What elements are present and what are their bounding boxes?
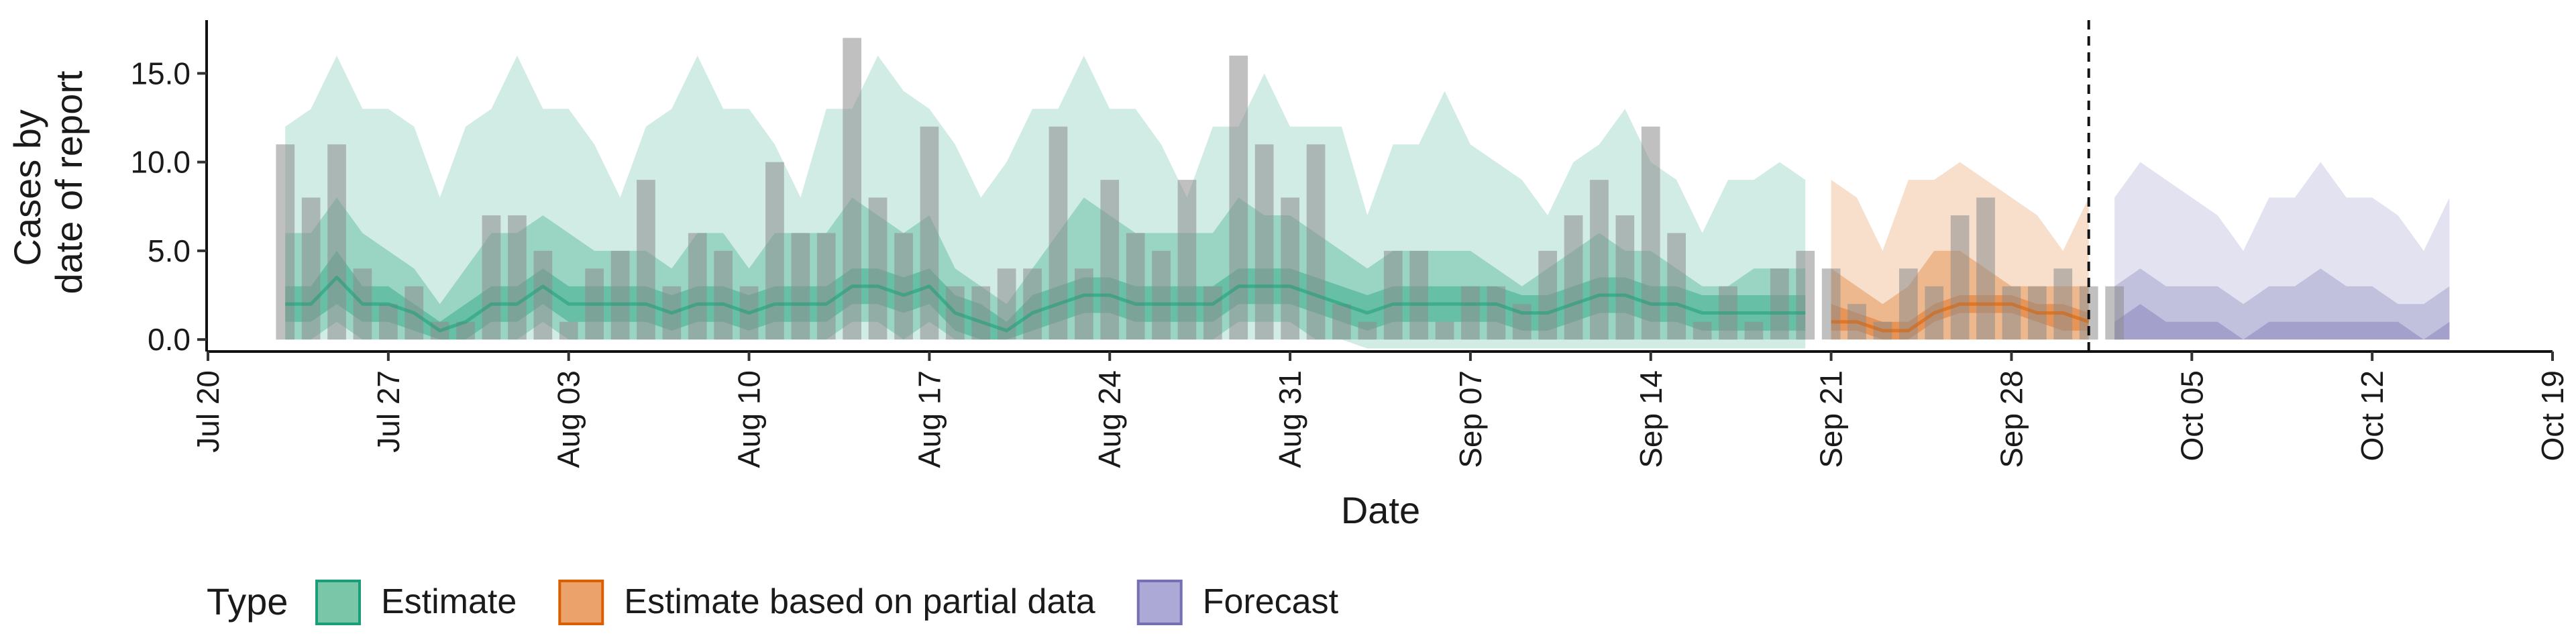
observed-case-bar: [1229, 55, 1248, 340]
legend-label: Estimate based on partial data: [624, 582, 1095, 621]
x-tick-label: Aug 24: [1092, 370, 1127, 468]
x-tick-label: Aug 03: [551, 370, 586, 468]
observed-case-bar: [1590, 180, 1609, 340]
y-tick-label: 10.0: [130, 145, 191, 180]
observed-case-bar: [1538, 250, 1557, 340]
observed-case-bar: [2105, 286, 2124, 340]
x-tick-label: Jul 27: [371, 370, 406, 453]
observed-case-bar: [1383, 250, 1403, 340]
x-tick-label: Oct 05: [2174, 370, 2209, 462]
legend-swatch: [315, 580, 361, 625]
legend-label: Forecast: [1203, 582, 1339, 621]
observed-case-bar: [920, 126, 939, 340]
y-tick-label: 5.0: [148, 233, 191, 268]
observed-case-bar: [1358, 321, 1377, 340]
legend-swatch: [1136, 580, 1183, 625]
observed-case-bar: [533, 250, 553, 340]
estimate-median-line: [285, 276, 1806, 333]
observed-case-bar: [2053, 268, 2073, 340]
median-line-layer: [285, 276, 2090, 333]
observed-case-bar: [1976, 197, 1995, 340]
observed-case-bar: [1152, 250, 1171, 340]
observed-case-bar: [1693, 321, 1712, 340]
estimate-based-on-partial-data-inner-band: [1831, 295, 2089, 340]
observed-case-bar: [1667, 233, 1686, 340]
observed-case-bar: [508, 215, 527, 340]
observed-case-bar: [1487, 286, 1506, 340]
x-tick-label: Sep 21: [1814, 370, 1849, 468]
observed-case-bar: [1332, 304, 1351, 340]
observed-case-bar: [1564, 215, 1583, 340]
observed-case-bar: [1950, 215, 1970, 340]
observed-case-bar: [791, 233, 810, 340]
x-tick-label: Aug 31: [1273, 370, 1307, 468]
observed-case-bar: [1126, 233, 1145, 340]
observed-case-bar: [1770, 268, 1789, 340]
observed-case-bar: [301, 197, 321, 340]
observed-case-bar: [1821, 268, 1841, 340]
observed-case-bar: [1796, 250, 1815, 340]
x-tick-label: Jul 20: [191, 370, 225, 453]
observed-case-bar: [868, 197, 888, 340]
observed-case-bar: [1023, 268, 1042, 340]
observed-case-bar: [1100, 180, 1120, 340]
observed-case-bar: [894, 233, 913, 340]
observed-case-bar: [714, 250, 733, 340]
y-tick-label: 0.0: [148, 322, 191, 357]
x-tick-label: Oct 12: [2355, 370, 2390, 462]
observed-case-bar: [1306, 144, 1326, 340]
forecast-mid-band: [2114, 268, 2450, 340]
estimate-based-on-partial-data-median-line: [1831, 302, 2090, 333]
observed-case-bar: [1641, 126, 1660, 340]
legend-swatch: [558, 580, 604, 625]
x-tick-label: Sep 07: [1453, 370, 1488, 468]
observed-case-bar: [1435, 321, 1454, 340]
legend-label: Estimate: [381, 582, 517, 621]
observed-case-bar: [1461, 286, 1480, 340]
observed-case-bar: [1177, 180, 1197, 340]
observed-case-bar: [637, 180, 655, 340]
x-tick-label: Aug 17: [912, 370, 947, 468]
x-tick-label: Aug 10: [732, 370, 767, 468]
y-axis-title-line-1: Cases by: [6, 109, 48, 266]
observed-case-bar: [1281, 197, 1299, 340]
observed-case-bar: [843, 38, 861, 340]
observed-case-bar: [1254, 144, 1274, 340]
y-axis-title: Cases by date of report: [6, 70, 90, 294]
observed-case-bar: [1615, 215, 1635, 340]
observed-case-bar: [482, 215, 501, 340]
y-axis-title-line-2: date of report: [48, 70, 90, 294]
x-tick-label: Sep 14: [1633, 370, 1668, 468]
observed-case-bar: [559, 321, 578, 340]
observed-case-bar: [327, 144, 346, 340]
x-tick-label: Sep 28: [1994, 370, 2029, 468]
y-tick-label: 15.0: [130, 56, 191, 91]
observed-case-bar: [610, 250, 630, 340]
axes-layer: 0.0 5.0 10.0 15.0 Jul 20 Jul 27 Aug 03 Aug 10 Au…: [130, 20, 2570, 468]
x-axis-title: Date: [1341, 489, 1420, 531]
observed-case-bar: [1203, 286, 1222, 340]
observed-case-bar: [1744, 321, 1764, 340]
observed-case-bar: [765, 162, 784, 340]
x-tick-label: Oct 19: [2535, 370, 2570, 462]
observed-case-bar: [1075, 268, 1093, 340]
observed-case-bar: [2002, 286, 2021, 340]
forecast-outer-band: [2114, 162, 2450, 340]
observed-case-bar: [276, 144, 295, 340]
observed-case-bar: [1409, 250, 1428, 340]
forecast-inner-band: [2114, 304, 2450, 340]
observed-case-bar: [816, 233, 836, 340]
legend: Type Estimate Estimate based on partial d…: [207, 580, 1339, 625]
observed-case-bar: [971, 286, 991, 340]
observed-case-bar: [688, 233, 707, 340]
observed-case-bar: [379, 304, 398, 340]
legend-title: Type: [207, 580, 288, 623]
